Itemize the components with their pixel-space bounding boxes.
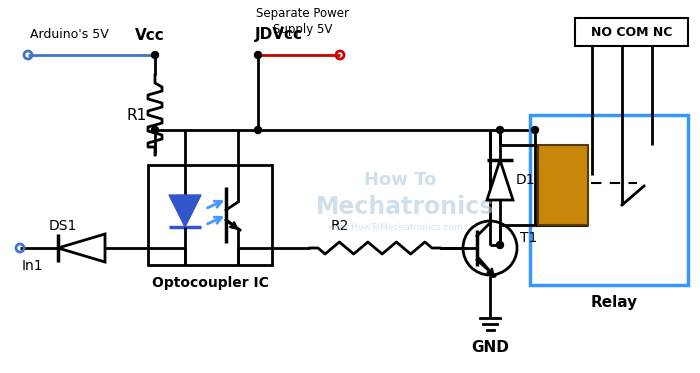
Text: www.HowToMechatronics.com: www.HowToMechatronics.com [328, 223, 463, 232]
Bar [148, 165, 272, 265]
Text: How To: How To [364, 171, 436, 189]
Bar [538, 145, 588, 225]
Text: R2: R2 [331, 219, 349, 233]
Text: Optocoupler IC: Optocoupler IC [152, 276, 268, 290]
Text: D1: D1 [516, 173, 536, 187]
Polygon shape [58, 234, 105, 262]
Bar [575, 18, 688, 46]
Text: GND: GND [471, 341, 509, 355]
Circle shape [496, 241, 503, 248]
Text: Separate Power
Supply 5V: Separate Power Supply 5V [256, 7, 349, 37]
Text: R1: R1 [127, 107, 147, 122]
Circle shape [151, 126, 158, 134]
Text: Mechatronics: Mechatronics [316, 195, 494, 219]
Circle shape [255, 126, 262, 134]
Text: DS1: DS1 [49, 219, 77, 233]
Text: NO COM NC: NO COM NC [591, 25, 672, 38]
Text: Relay: Relay [590, 295, 638, 310]
Text: Arduino's 5V: Arduino's 5V [30, 28, 108, 41]
Circle shape [151, 51, 158, 59]
Polygon shape [487, 160, 513, 200]
Text: JDVcc: JDVcc [255, 28, 303, 43]
Bar [530, 115, 688, 285]
Text: Vcc: Vcc [135, 28, 164, 43]
Circle shape [496, 126, 503, 134]
Polygon shape [169, 195, 201, 227]
Text: T1: T1 [520, 231, 538, 245]
Circle shape [255, 51, 262, 59]
Text: In1: In1 [22, 259, 43, 273]
Circle shape [531, 126, 538, 134]
